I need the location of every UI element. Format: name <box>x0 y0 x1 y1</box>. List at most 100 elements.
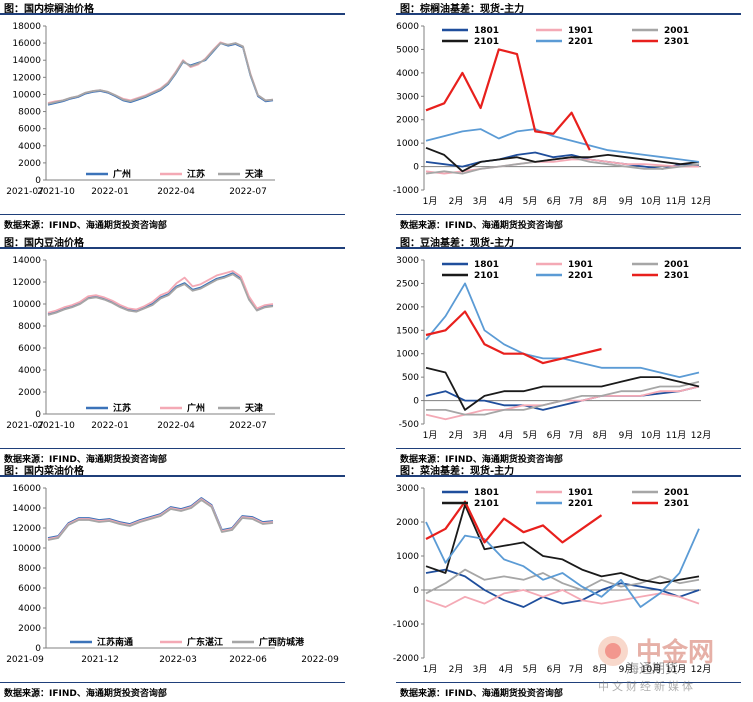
panel-rape-basis: 图：菜油基差：现货-主力 -2000 -1000 0 1000 2000 3000 1月 2月… <box>393 462 741 700</box>
source-text: 数据来源：IFIND、海通期货投资咨询部 <box>4 689 167 699</box>
legend-label: 1801 <box>474 488 499 498</box>
y-tick-label: -2000 <box>393 654 419 664</box>
y-tick-label: 2000 <box>18 159 41 169</box>
series-line-1801 <box>425 568 700 608</box>
chart-title: 图：国内棕榈油价格 <box>4 4 94 15</box>
chart-title: 图：国内菜油价格 <box>4 466 84 477</box>
legend-label: 广州 <box>187 402 205 414</box>
x-tick-label: 2021-07 <box>6 187 44 197</box>
y-tick-label: 1000 <box>396 350 419 360</box>
x-tick-label: 1月 <box>423 196 438 207</box>
x-tick-label: 2022-07 <box>229 187 267 197</box>
y-tick-label: 4000 <box>18 142 41 152</box>
series-line-2001 <box>426 380 700 416</box>
legend-label: 1801 <box>474 260 499 270</box>
y-tick-label: 3000 <box>396 92 419 102</box>
series-line-1801 <box>425 385 700 411</box>
series-line-2201 <box>425 128 700 163</box>
watermark: 中金网 海通期货 中文财经新媒体 <box>592 628 742 698</box>
y-tick-label: 6000 <box>18 125 41 135</box>
x-tick-label: 2022-01 <box>91 421 129 431</box>
x-tick-label: 2022-04 <box>157 421 195 431</box>
legend-label: 2101 <box>474 499 499 509</box>
legend-label: 1801 <box>474 26 499 36</box>
legend-label: 2001 <box>664 26 689 36</box>
y-tick-label: 6000 <box>18 584 41 594</box>
x-tick-label: 2月 <box>449 196 464 207</box>
series-line-2201 <box>425 521 700 608</box>
x-tick-label: 5月 <box>523 196 538 207</box>
chart-title: 图：菜油基差：现货-主力 <box>400 466 515 477</box>
series-line-1901 <box>425 158 699 175</box>
legend-label: 天津 <box>245 402 263 414</box>
title-rule <box>0 13 345 15</box>
title-rule <box>396 247 741 249</box>
y-tick-label: -1000 <box>393 186 419 196</box>
chart-svg: -500 0 500 1000 1500 2000 2500 3000 1月 2月 3月 4月 5月 6月… <box>396 256 711 441</box>
series-line-天津 <box>47 42 274 105</box>
x-tick-label: 2022-07 <box>229 421 267 431</box>
y-tick-label: 0 <box>35 176 41 186</box>
x-tick-label: 11月 <box>666 664 686 675</box>
series-line-2301 <box>425 48 591 151</box>
x-tick-label: 7月 <box>569 196 584 207</box>
y-tick-label: 4000 <box>396 69 419 79</box>
x-tick-label: 6月 <box>547 664 562 675</box>
x-tick-label: 2月 <box>449 430 464 441</box>
legend-label: 广州 <box>113 168 131 180</box>
y-tick-label: 6000 <box>18 344 41 354</box>
watermark-tag: 海通期货 <box>626 662 679 677</box>
y-tick-label: 1000 <box>396 552 419 562</box>
x-tick-label: 8月 <box>593 664 608 675</box>
legend-label: 2101 <box>474 37 499 47</box>
chart-title: 图：国内豆油价格 <box>4 238 84 249</box>
legend-label: 江苏南通 <box>97 636 133 648</box>
y-tick-label: 12000 <box>12 73 41 83</box>
legend-label: 1901 <box>568 260 593 270</box>
x-tick-label: 3月 <box>473 430 488 441</box>
x-tick-label: 2021-12 <box>81 655 119 665</box>
legend-label: 2201 <box>568 37 593 47</box>
series-line-2301 <box>425 500 603 544</box>
y-tick-label: 2000 <box>396 303 419 313</box>
chart-title: 图：棕榈油基差：现货-主力 <box>400 4 525 15</box>
legend-label: 广东湛江 <box>187 636 223 648</box>
series-line-天津 <box>47 273 274 316</box>
x-tick-label: 8月 <box>593 430 608 441</box>
x-tick-label: 2月 <box>449 664 464 675</box>
source-rule <box>396 682 741 683</box>
y-tick-label: 5000 <box>396 45 419 55</box>
chart-svg: 020004000600080001000012000140002021-072… <box>6 256 275 431</box>
x-tick-label: 9月 <box>619 664 634 675</box>
title-rule <box>396 475 741 477</box>
y-tick-label: 3000 <box>396 484 419 494</box>
source-rule <box>0 214 345 215</box>
legend-label: 2301 <box>664 271 689 281</box>
source-text: 数据来源：IFIND、海通期货投资咨询部 <box>400 221 563 231</box>
series-line-2301 <box>425 310 602 365</box>
y-tick-label: 500 <box>402 373 419 383</box>
y-tick-label: 6000 <box>396 22 419 32</box>
x-tick-label: 3月 <box>473 196 488 207</box>
x-tick-label: 2022-09 <box>301 655 339 665</box>
y-tick-label: 16000 <box>12 39 41 49</box>
panel-palm-basis: 图：棕榈油基差：现货-主力 -1000 0 1000 2000 3000 4000 5000… <box>393 0 741 232</box>
x-tick-label: 11月 <box>666 430 686 441</box>
legend-label: 广西防城港 <box>259 636 305 648</box>
chart-svg: -2000 -1000 0 1000 2000 3000 1月 2月 3月 4月 5月 6月 7月 8月 9… <box>393 484 711 675</box>
series-line-广西防城港 <box>47 499 274 541</box>
legend-label: 1901 <box>568 26 593 36</box>
y-tick-label: 2000 <box>18 388 41 398</box>
x-tick-label: 1月 <box>423 430 438 441</box>
x-tick-label: 4月 <box>499 430 514 441</box>
title-rule <box>0 247 345 249</box>
series-line-2101 <box>425 504 700 585</box>
series-line-1801 <box>425 151 700 170</box>
title-rule <box>396 13 741 15</box>
legend-label: 2001 <box>664 260 689 270</box>
x-tick-label: 2021-10 <box>37 421 75 431</box>
legend-label: 2301 <box>664 499 689 509</box>
panel-palm-price: 图：国内棕榈油价格 0 2000 4000 6000 8000 10000 12000 140… <box>0 0 345 232</box>
y-tick-label: 0 <box>413 586 419 596</box>
x-tick-label: 2022-06 <box>229 655 267 665</box>
